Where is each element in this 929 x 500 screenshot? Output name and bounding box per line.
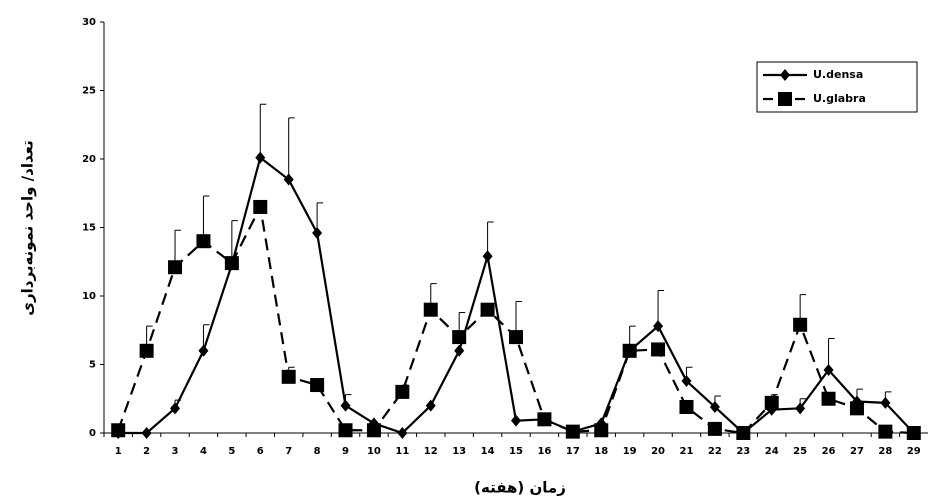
x-tick-label: 26 xyxy=(822,446,836,457)
marker xyxy=(764,395,779,410)
marker xyxy=(170,402,181,415)
x-tick-label: 19 xyxy=(623,446,637,457)
y-tick-label: 10 xyxy=(82,291,96,302)
error-bar xyxy=(487,221,494,257)
error-bar xyxy=(657,290,665,327)
marker xyxy=(880,396,891,409)
marker xyxy=(878,424,893,439)
x-tick-label: 3 xyxy=(172,446,179,457)
y-tick-label: 30 xyxy=(82,17,96,28)
marker xyxy=(821,391,836,406)
x-tick-label: 1 xyxy=(115,446,122,457)
marker xyxy=(681,374,692,387)
error-bar xyxy=(288,117,295,180)
marker xyxy=(707,421,722,436)
marker xyxy=(736,426,751,440)
marker xyxy=(281,369,296,384)
marker xyxy=(168,260,183,275)
marker xyxy=(793,317,808,332)
legend-label: U.densa xyxy=(813,68,863,81)
marker xyxy=(622,343,637,358)
marker xyxy=(366,423,381,438)
x-tick-label: 14 xyxy=(481,446,495,457)
marker xyxy=(651,342,666,357)
x-tick-label: 6 xyxy=(257,446,264,457)
marker xyxy=(425,399,436,412)
y-tick-label: 20 xyxy=(82,154,96,165)
x-axis-label: زمان (هفته) xyxy=(474,479,566,497)
marker xyxy=(509,330,523,345)
marker xyxy=(139,343,154,358)
x-tick-label: 13 xyxy=(452,446,466,457)
marker xyxy=(565,424,580,439)
error-bar xyxy=(259,103,267,158)
marker xyxy=(452,330,467,345)
marker xyxy=(795,402,806,415)
x-tick-label: 29 xyxy=(907,446,921,457)
marker xyxy=(778,92,792,106)
marker xyxy=(709,400,720,413)
x-tick-label: 17 xyxy=(566,446,580,457)
marker xyxy=(906,426,921,440)
y-axis-label: تعداد/ واحد نمونه‌برداری xyxy=(19,140,37,315)
marker xyxy=(196,234,211,249)
marker xyxy=(653,320,664,333)
marker xyxy=(823,363,834,376)
marker xyxy=(511,414,521,427)
x-tick-label: 12 xyxy=(424,446,438,457)
x-tick-label: 15 xyxy=(509,446,523,457)
y-tick-label: 5 xyxy=(89,360,96,371)
x-tick-label: 11 xyxy=(395,446,409,457)
series-line xyxy=(118,155,915,435)
marker xyxy=(480,302,495,317)
marker xyxy=(310,378,325,393)
marker xyxy=(679,399,694,414)
marker xyxy=(423,302,438,317)
x-tick-label: 8 xyxy=(314,446,321,457)
marker xyxy=(780,69,790,81)
x-tick-label: 24 xyxy=(765,446,779,457)
legend-label: U.glabra xyxy=(813,92,866,105)
error-bar xyxy=(202,195,210,242)
x-tick-label: 25 xyxy=(793,446,807,457)
marker xyxy=(141,427,152,439)
marker xyxy=(253,199,268,214)
marker xyxy=(482,250,493,263)
marker xyxy=(198,344,209,357)
x-tick-label: 22 xyxy=(708,446,722,457)
marker xyxy=(340,399,351,412)
marker xyxy=(594,423,609,438)
marker xyxy=(537,412,552,427)
x-tick-label: 2 xyxy=(143,446,150,457)
x-tick-label: 21 xyxy=(680,446,694,457)
x-tick-label: 9 xyxy=(342,446,349,457)
x-tick-label: 16 xyxy=(537,446,551,457)
x-tick-label: 7 xyxy=(285,446,292,457)
marker xyxy=(111,423,126,438)
marker xyxy=(312,226,323,239)
x-tick-label: 20 xyxy=(651,446,665,457)
marker xyxy=(224,256,239,271)
y-tick-label: 15 xyxy=(82,223,96,234)
marker xyxy=(454,344,465,357)
marker xyxy=(849,401,864,416)
y-tick-label: 25 xyxy=(82,86,96,97)
x-tick-label: 28 xyxy=(878,446,892,457)
marker xyxy=(395,384,410,399)
marker xyxy=(283,173,294,186)
x-tick-label: 18 xyxy=(594,446,608,457)
x-tick-label: 23 xyxy=(736,446,750,457)
marker xyxy=(255,151,266,164)
x-tick-label: 10 xyxy=(367,446,381,457)
y-tick-label: 0 xyxy=(89,428,96,439)
x-tick-label: 5 xyxy=(228,446,235,457)
x-tick-label: 4 xyxy=(200,446,207,457)
marker xyxy=(338,423,353,438)
marker xyxy=(397,427,408,439)
x-tick-label: 27 xyxy=(850,446,864,457)
